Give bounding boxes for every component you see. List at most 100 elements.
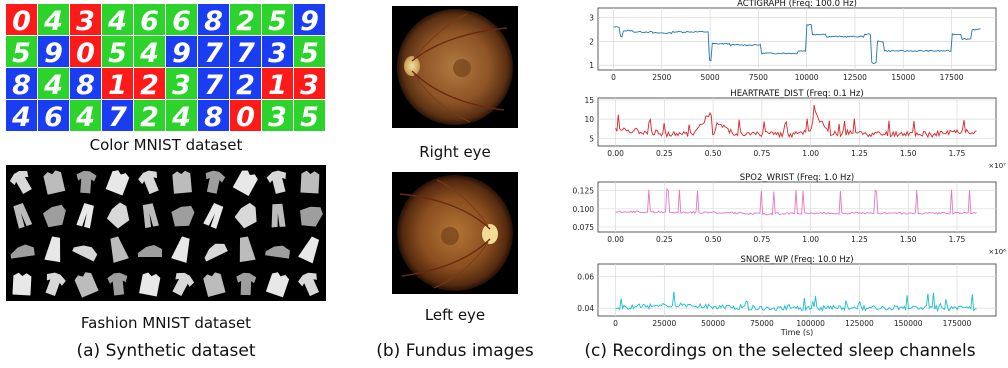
- x-tick-label: 1.50: [900, 235, 917, 244]
- color-mnist-digit: 2: [236, 70, 255, 101]
- color-mnist-digit: 4: [43, 6, 63, 37]
- color-mnist-digit: 4: [43, 70, 63, 101]
- x-tick-label: 0.00: [607, 149, 624, 158]
- fashion-mnist-tile: [271, 203, 286, 228]
- y-tick-label: 5: [589, 134, 594, 143]
- fashion-mnist-tile: [106, 202, 130, 229]
- x-exponent-label: ×10⁶: [988, 248, 1006, 256]
- y-tick-label: 0.04: [577, 304, 594, 313]
- color-mnist-tile: 5: [6, 36, 37, 69]
- color-mnist-digit: 4: [75, 102, 95, 132]
- color-mnist-tile: 7: [198, 36, 229, 69]
- color-mnist-digit: 2: [236, 6, 255, 37]
- color-mnist-tile: 6: [166, 4, 197, 37]
- color-mnist-tile: 4: [38, 68, 69, 101]
- color-mnist-digit: 8: [204, 6, 223, 37]
- color-mnist-digit: 3: [268, 38, 287, 69]
- signal-line: [615, 291, 977, 313]
- color-mnist-digit: 5: [300, 102, 319, 132]
- x-tick-label: 125000: [845, 319, 874, 328]
- fashion-mnist-tile: [10, 244, 35, 259]
- fashion-mnist-tile: [42, 204, 66, 228]
- color-mnist-digit: 6: [172, 6, 191, 37]
- y-tick-label: 1: [589, 61, 594, 70]
- x-tick-label: 150000: [894, 319, 923, 328]
- color-mnist-digit: 3: [172, 70, 191, 101]
- fashion-mnist-tile: [110, 236, 129, 263]
- color-mnist-tile: 3: [166, 68, 197, 101]
- color-mnist-tile: 8: [198, 100, 229, 132]
- x-tick-label: 75000: [750, 319, 774, 328]
- color-mnist-tile: 0: [230, 100, 261, 132]
- color-mnist-tile: 5: [102, 36, 133, 69]
- color-mnist-tile: 9: [294, 4, 325, 37]
- fashion-mnist-tile: [266, 170, 287, 194]
- fashion-mnist-tile: [72, 245, 98, 262]
- fashion-mnist-tile: [204, 243, 228, 262]
- x-tick-label: 25000: [652, 319, 676, 328]
- plot-title: SPO2_WRIST (Freq: 1.0 Hz): [740, 173, 854, 183]
- color-mnist-digit: 4: [11, 102, 31, 132]
- color-mnist-digit: 0: [12, 6, 31, 37]
- color-mnist-digit: 3: [268, 102, 287, 132]
- color-mnist-digit: 6: [44, 102, 63, 132]
- panel-c-subcaption: (c) Recordings on the selected sleep cha…: [584, 341, 976, 361]
- color-mnist-tile: 1: [262, 68, 293, 101]
- fashion-mnist-tile: [43, 170, 66, 195]
- fashion-mnist-tile: [236, 272, 257, 296]
- plot-title: ACTIGRAPH (Freq: 100.0 Hz): [737, 0, 857, 9]
- x-tick-label: 1.75: [949, 149, 966, 158]
- fashion-mnist-tile: [12, 272, 32, 296]
- fashion-mnist-tile: [239, 236, 256, 263]
- fashion-mnist-tile: [172, 170, 192, 194]
- fashion-mnist-tile: [300, 206, 323, 227]
- color-mnist-tile: 4: [38, 4, 69, 37]
- color-mnist-tile: 4: [6, 100, 37, 132]
- color-mnist-digit: 9: [44, 38, 63, 69]
- color-mnist-tile: 3: [262, 100, 293, 132]
- x-tick-label: 17500: [940, 73, 964, 82]
- y-tick-label: 0.06: [577, 273, 594, 282]
- fundus-left-eye-image: [392, 172, 518, 294]
- x-tick-label: 0.75: [754, 235, 771, 244]
- color-mnist-digit: 4: [171, 102, 191, 132]
- color-mnist-tile: 2: [134, 100, 165, 132]
- channel-plot: 0.00 0.25 0.50 0.75 1.00 1.25 1.50 1.75 0.075 0.1…: [573, 173, 1007, 256]
- color-mnist-tile: 8: [70, 68, 101, 101]
- fashion-mnist-tile: [298, 236, 320, 264]
- color-mnist-tile: 4: [134, 36, 165, 69]
- color-mnist-digit: 5: [12, 38, 31, 69]
- y-tick-label: 2: [589, 37, 594, 46]
- x-tick-label: 12500: [843, 73, 867, 82]
- color-mnist-digit: 7: [108, 102, 127, 132]
- color-mnist-digit: 1: [108, 70, 127, 101]
- fashion-mnist-tile: [265, 245, 291, 259]
- signal-line: [615, 105, 977, 139]
- plot-frame: [597, 7, 997, 71]
- x-tick-label: 175000: [943, 319, 972, 328]
- fashion-mnist-tile: [44, 236, 61, 263]
- x-tick-label: 0.25: [656, 235, 673, 244]
- x-tick-label: 0.00: [607, 235, 624, 244]
- color-mnist-grid: 0 4 3 4 6 6 8 2 5 95 9 0 5 4 9 7 7 3 58 4 8 1 2 3 7 2 1 34 6 4 7 2 4 8 0 3 5: [6, 4, 325, 132]
- color-mnist-tile: 7: [230, 36, 261, 69]
- plot-title: SNORE_WP (Freq: 10.0 Hz): [740, 255, 853, 265]
- color-mnist-digit: 8: [12, 70, 31, 101]
- fashion-mnist-tile: [203, 272, 226, 297]
- x-exponent-label: ×10⁷: [988, 162, 1006, 170]
- color-mnist-digit: 3: [300, 70, 319, 101]
- fashion-mnist-tile: [171, 236, 190, 263]
- color-mnist-tile: 2: [230, 68, 261, 101]
- color-mnist-digit: 8: [76, 70, 95, 101]
- x-tick-label: 7500: [749, 73, 768, 82]
- color-mnist-digit: 4: [107, 6, 127, 37]
- fashion-mnist-grid: [6, 165, 326, 301]
- x-tick-label: 1.00: [802, 149, 819, 158]
- fashion-mnist-tile: [76, 203, 94, 229]
- color-mnist-digit: 3: [76, 6, 95, 37]
- fashion-mnist-tile: [298, 272, 320, 297]
- fashion-mnist-tile: [203, 203, 224, 229]
- fashion-mnist-tile: [234, 202, 257, 229]
- color-mnist-digit: 4: [139, 38, 159, 69]
- fashion-mnist-tile: [205, 170, 226, 194]
